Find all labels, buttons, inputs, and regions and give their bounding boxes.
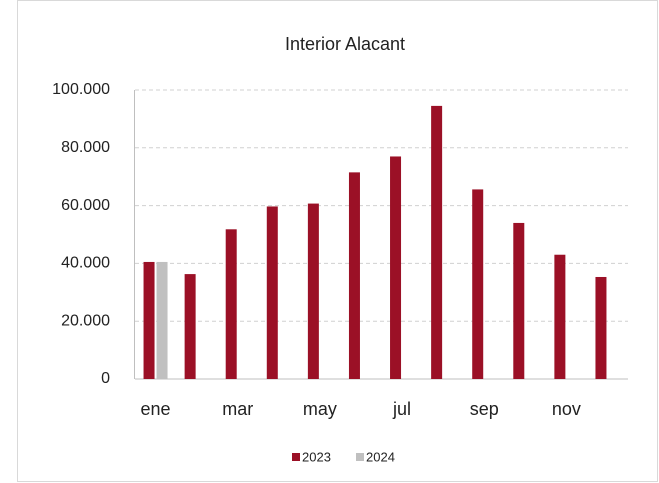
bar: [554, 254, 566, 379]
bar: [266, 206, 278, 379]
bar: [472, 189, 484, 379]
bar: [595, 276, 607, 379]
y-tick-label: 40.000: [61, 255, 110, 272]
chart-title: Interior Alacant: [285, 34, 405, 54]
x-tick-label: ene: [141, 399, 171, 419]
bar: [513, 222, 525, 379]
y-tick-label: 20.000: [61, 312, 110, 329]
x-tick-label: sep: [470, 399, 499, 419]
bar: [307, 203, 319, 379]
bar: [348, 172, 360, 379]
legend-swatch: [292, 453, 300, 461]
y-tick-label: 60.000: [61, 197, 110, 214]
bar: [390, 156, 402, 379]
legend-label: 2023: [302, 449, 331, 464]
y-tick-label: 80.000: [61, 139, 110, 156]
x-tick-label: may: [303, 399, 337, 419]
y-tick-label: 0: [101, 370, 110, 387]
x-tick-label: mar: [222, 399, 253, 419]
x-tick-label: jul: [392, 399, 411, 419]
bar: [184, 274, 196, 379]
bar: [225, 229, 237, 379]
legend-label: 2024: [366, 449, 395, 464]
y-tick-label: 100.000: [52, 81, 110, 98]
bar: [156, 261, 168, 379]
legend-swatch: [356, 453, 364, 461]
x-tick-label: nov: [552, 399, 581, 419]
chart-frame: [17, 0, 658, 482]
bar: [431, 105, 443, 380]
bar: [143, 261, 155, 379]
